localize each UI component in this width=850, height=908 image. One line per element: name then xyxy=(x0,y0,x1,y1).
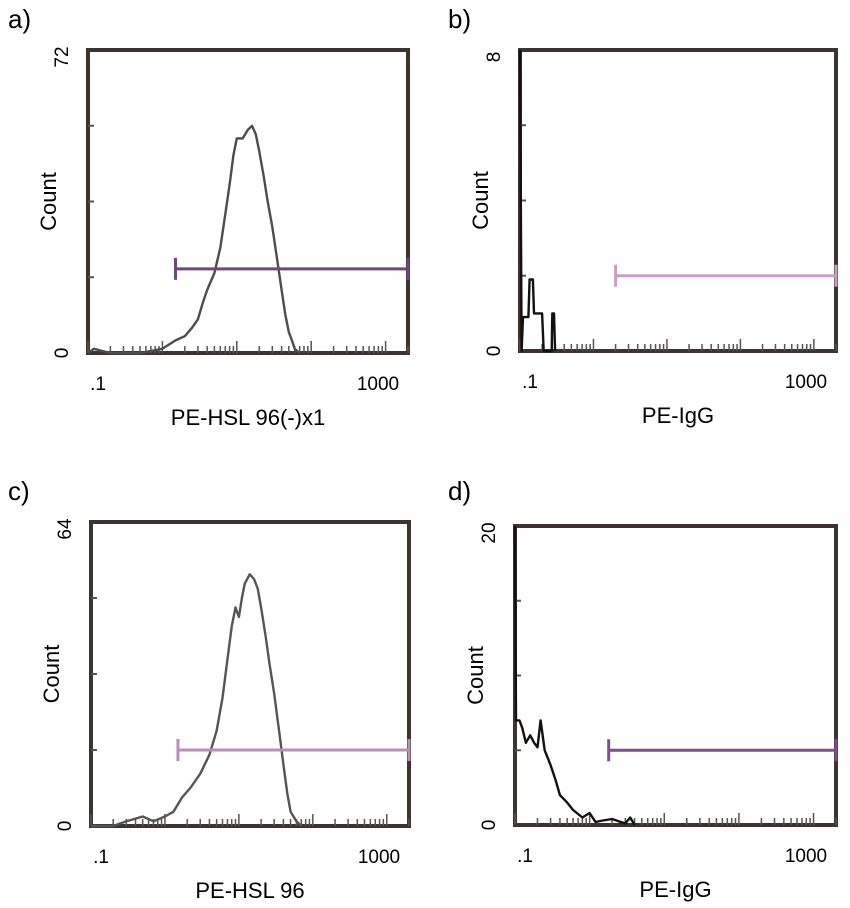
histogram-series xyxy=(87,124,301,355)
x-axis-label: PE-IgG xyxy=(639,877,711,902)
chart-panel: a) 0 72 Count .1 1000 PE-HSL 96(-)x1 xyxy=(8,4,410,430)
panel-label: b) xyxy=(448,4,471,34)
y-tick-label: 8 xyxy=(484,52,505,63)
histogram-series xyxy=(518,49,557,353)
y-tick-label: 0 xyxy=(479,820,500,831)
y-axis-label: Count xyxy=(36,172,61,231)
y-tick-label: 0 xyxy=(52,348,73,359)
y-axis-label: Count xyxy=(39,645,64,704)
y-tick-label: 20 xyxy=(479,522,500,543)
y-axis-label: Count xyxy=(468,171,493,230)
y-axis-label: Count xyxy=(463,646,488,705)
plot-frame xyxy=(86,48,410,355)
plot-frame xyxy=(518,48,838,353)
x-axis-label: PE-HSL 96 xyxy=(195,878,304,903)
panel-label: d) xyxy=(448,476,471,506)
histogram-series xyxy=(513,525,636,826)
panel-label: a) xyxy=(8,4,31,34)
panel-label: c) xyxy=(8,476,30,506)
x-tick-label: .1 xyxy=(517,846,533,867)
x-axis-label: PE-HSL 96(-)x1 xyxy=(171,405,325,430)
x-tick-label: 1000 xyxy=(785,846,827,867)
chart-panel: c) 0 64 Count .1 1000 PE-HSL 96 xyxy=(8,476,411,903)
plot-frame xyxy=(513,524,838,827)
x-tick-label: .1 xyxy=(522,372,538,393)
x-tick-label: .1 xyxy=(90,374,106,395)
x-tick-label: 1000 xyxy=(358,847,400,868)
x-tick-label: 1000 xyxy=(785,372,827,393)
histogram-series xyxy=(91,573,303,828)
chart-panel: b) 0 8 Count .1 1000 PE-IgG xyxy=(448,4,838,428)
x-axis-label: PE-IgG xyxy=(642,403,714,428)
chart-panel: d) 0 20 Count .1 1000 PE-IgG xyxy=(448,476,838,902)
y-tick-label: 64 xyxy=(55,518,76,540)
x-tick-label: .1 xyxy=(93,847,109,868)
y-tick-label: 0 xyxy=(484,346,505,357)
y-tick-label: 0 xyxy=(55,821,76,832)
plot-frame xyxy=(89,520,411,828)
x-tick-label: 1000 xyxy=(357,374,399,395)
y-tick-label: 72 xyxy=(52,46,73,67)
